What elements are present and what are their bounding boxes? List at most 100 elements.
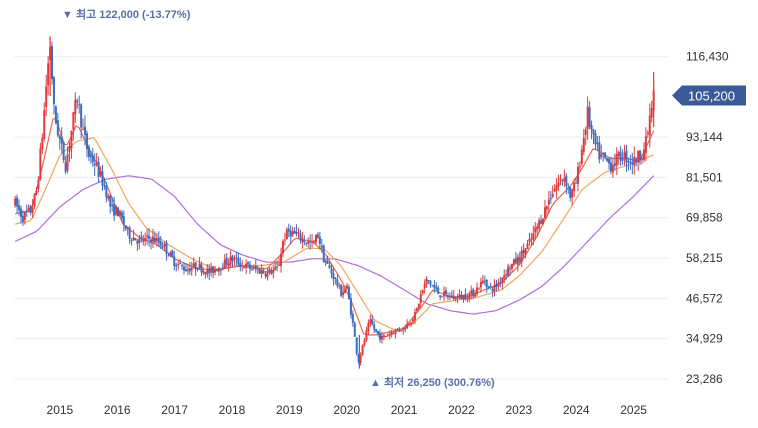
candle-body: [590, 125, 593, 131]
candle-body: [39, 148, 42, 180]
candle-body: [171, 250, 174, 257]
candle-body: [29, 206, 32, 213]
candle-body: [435, 287, 438, 289]
candle-body: [386, 335, 389, 337]
candle-body: [281, 241, 284, 254]
candle-body: [528, 238, 531, 242]
x-tick-label: 2024: [563, 403, 590, 417]
candle-body: [365, 330, 368, 341]
candle-body: [602, 152, 605, 155]
candle-body: [609, 162, 612, 172]
candle-body: [573, 182, 576, 192]
candle-body: [551, 193, 554, 197]
candle-body: [635, 158, 638, 163]
candle-body: [648, 115, 651, 136]
candle-body: [458, 294, 461, 298]
candle-body: [417, 303, 420, 309]
candle-body: [571, 189, 574, 198]
candle-body: [181, 265, 184, 267]
candle-body: [549, 198, 552, 200]
candle-body: [89, 154, 92, 157]
candle-body: [580, 149, 583, 164]
candle-body: [468, 293, 471, 300]
candle-body: [43, 110, 46, 139]
candle-body: [72, 112, 75, 130]
candle-body: [175, 265, 178, 267]
candle-body: [483, 280, 486, 282]
candle-body: [126, 227, 129, 229]
candle-body: [58, 135, 61, 140]
candle-body: [221, 268, 224, 270]
candle-body: [231, 256, 234, 261]
candle-body: [608, 158, 611, 164]
candle-body: [600, 154, 603, 158]
candle-body: [16, 197, 19, 207]
candle-body: [150, 239, 153, 243]
candle-body: [107, 196, 110, 199]
candle-body: [518, 257, 521, 262]
candle-body: [452, 295, 455, 300]
candle-body: [252, 266, 255, 269]
candle-body: [406, 323, 409, 329]
candle-body: [280, 253, 283, 266]
candle-body: [19, 208, 22, 218]
candle-body: [250, 268, 253, 270]
candle-body: [642, 150, 645, 160]
candle-body: [563, 177, 566, 182]
candle-body: [514, 258, 517, 264]
candle-body: [631, 162, 634, 164]
candle-body: [427, 280, 430, 282]
candle-body: [375, 329, 378, 332]
candle-body: [188, 268, 191, 272]
candle-body: [594, 133, 597, 145]
candle-body: [495, 284, 498, 287]
x-tick-label: 2021: [391, 403, 418, 417]
candle-body: [309, 241, 312, 243]
candle-body: [62, 141, 65, 161]
candle-body: [37, 180, 40, 189]
x-tick-label: 2018: [219, 403, 246, 417]
candles: [14, 36, 655, 369]
candle-body: [522, 250, 525, 254]
candle-body: [14, 198, 17, 206]
candle-body: [146, 235, 149, 237]
candle-body: [210, 267, 213, 273]
candle-body: [477, 288, 480, 290]
candle-body: [377, 331, 380, 335]
candle-body: [396, 328, 399, 330]
candle-body: [497, 282, 500, 287]
candle-body: [402, 327, 405, 331]
candle-body: [349, 297, 352, 315]
candle-body: [184, 269, 187, 272]
candle-body: [413, 312, 416, 321]
candle-body: [18, 205, 21, 211]
candle-body: [276, 266, 279, 268]
candle-body: [256, 269, 259, 271]
candle-body: [328, 265, 331, 269]
candle-body: [179, 263, 182, 265]
candle-body: [410, 322, 413, 325]
candle-body: [355, 337, 358, 354]
candle-body: [115, 205, 118, 215]
candle-body: [70, 130, 73, 149]
candle-body: [117, 207, 120, 217]
candle-body: [132, 237, 135, 241]
candle-body: [419, 294, 422, 304]
candle-body: [598, 142, 601, 160]
candle-body: [650, 108, 653, 118]
candle-body: [361, 345, 364, 355]
candle-body: [239, 263, 242, 267]
candle-body: [291, 231, 294, 236]
candle-body: [639, 150, 642, 161]
candle-body: [619, 152, 622, 161]
candle-body: [363, 340, 366, 345]
candle-body: [412, 319, 415, 322]
candle-body: [390, 332, 393, 335]
candle-body: [559, 178, 562, 181]
candle-body: [27, 207, 30, 210]
candle-body: [307, 241, 310, 244]
y-tick-label: 34,929: [686, 332, 723, 346]
candle-body: [641, 158, 644, 160]
candle-body: [274, 266, 277, 270]
candle-body: [202, 270, 205, 274]
